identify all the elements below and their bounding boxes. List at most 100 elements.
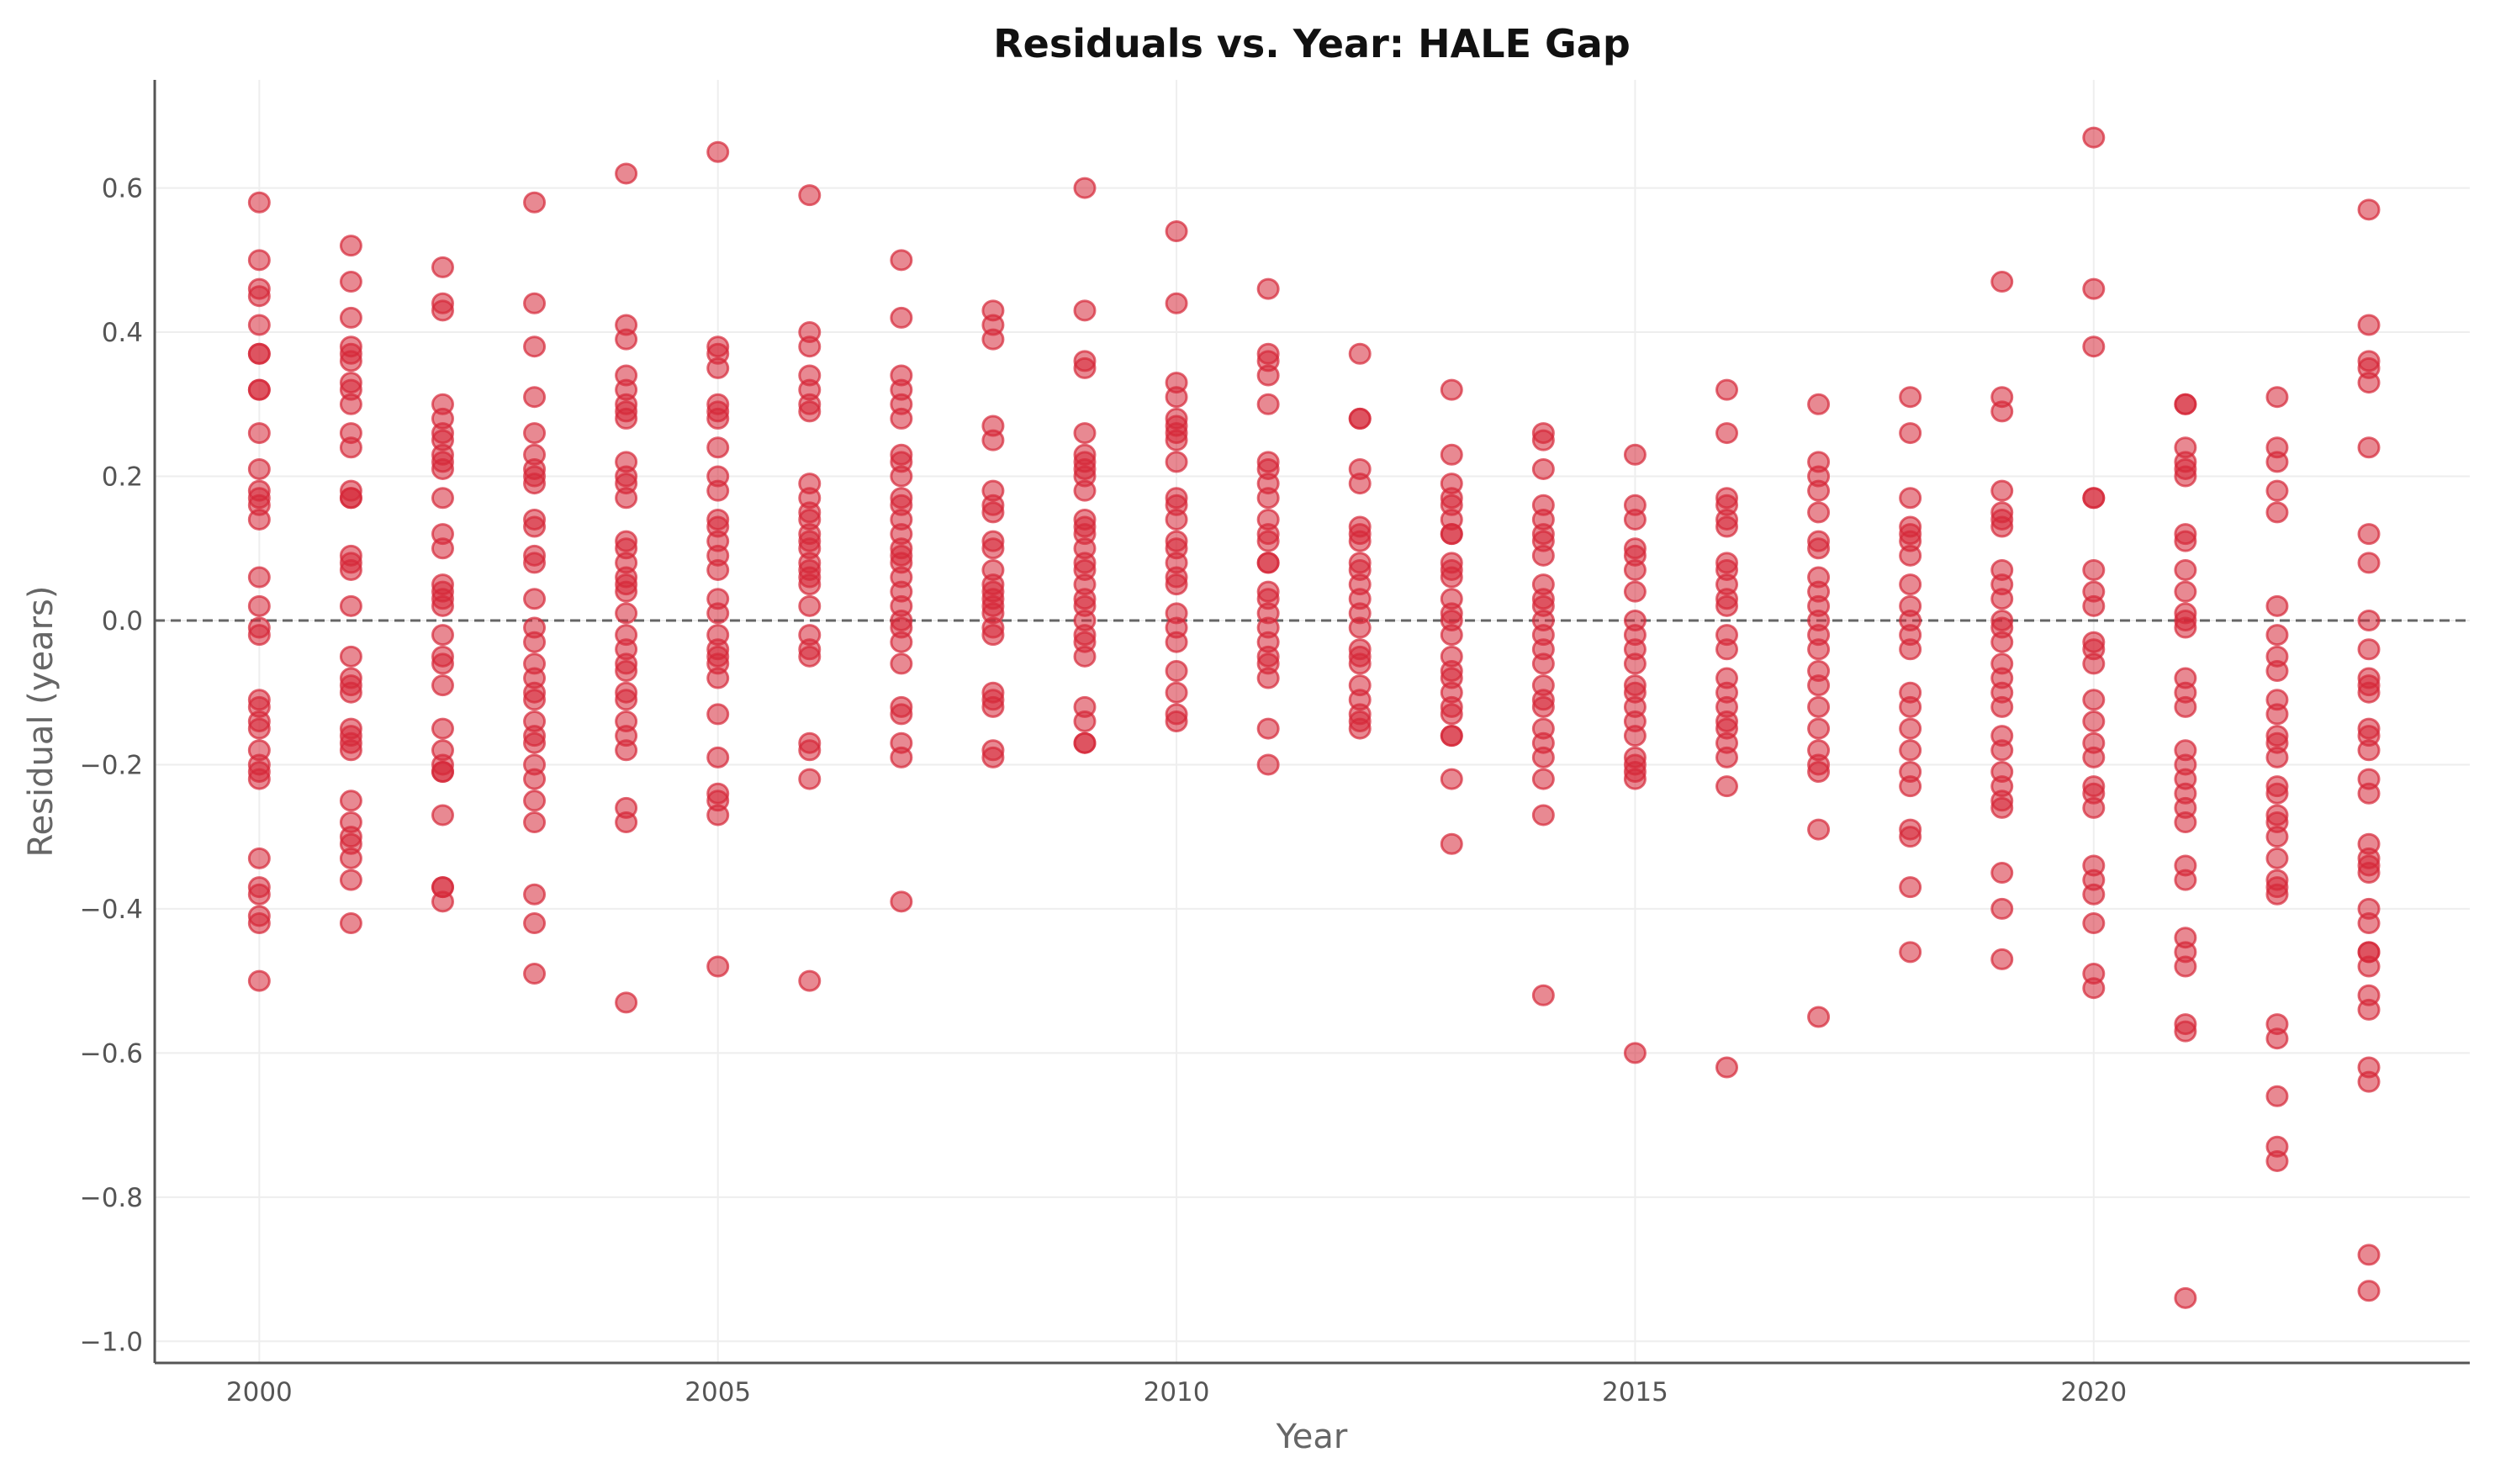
- data-point: [798, 573, 822, 596]
- data-point: [523, 515, 547, 538]
- data-point: [1165, 681, 1188, 704]
- y-tick-label: −1.0: [80, 1327, 143, 1357]
- data-point: [1531, 804, 1555, 826]
- data-point: [2082, 710, 2106, 732]
- y-tick-label: 0.2: [102, 462, 143, 493]
- y-tick-labels: 0.6 0.4 0.2 0.0 −0.2 −0.4 −0.6 −0.8 −1.0: [80, 174, 143, 1358]
- x-tick-labels: 2000 2005 2010 2015 2020: [226, 1377, 2127, 1407]
- data-point: [523, 811, 547, 834]
- data-point: [706, 667, 730, 689]
- data-point: [1531, 984, 1555, 1006]
- data-point: [339, 436, 362, 459]
- data-point: [1440, 443, 1463, 466]
- data-point: [247, 285, 271, 308]
- data-point: [339, 235, 362, 257]
- data-point: [706, 407, 730, 430]
- data-point: [1165, 710, 1188, 732]
- data-point: [2082, 652, 2106, 675]
- data-point: [615, 991, 638, 1014]
- data-point: [1531, 695, 1555, 718]
- data-point: [2082, 126, 2106, 149]
- data-point: [1073, 177, 1097, 199]
- data-point: [247, 969, 271, 992]
- data-point: [1256, 487, 1280, 510]
- data-point: [1348, 473, 1372, 495]
- data-point: [1256, 364, 1280, 387]
- data-point: [798, 645, 822, 668]
- data-point: [890, 249, 913, 272]
- data-point: [1165, 386, 1188, 409]
- x-tick-label: 2000: [226, 1377, 293, 1407]
- data-point: [1440, 768, 1463, 790]
- data-point: [247, 457, 271, 480]
- data-point: [1256, 393, 1280, 415]
- data-point: [1715, 775, 1739, 798]
- y-tick-label: −0.2: [80, 750, 143, 780]
- data-point: [2082, 977, 2106, 1000]
- data-point: [1256, 667, 1280, 689]
- data-point: [1807, 1006, 1831, 1028]
- data-point: [339, 790, 362, 812]
- data-point: [247, 594, 271, 617]
- data-point: [890, 703, 913, 726]
- x-tick-label: 2015: [1602, 1377, 1668, 1407]
- data-point: [339, 681, 362, 704]
- data-point: [2357, 1070, 2381, 1093]
- data-point: [1256, 753, 1280, 776]
- data-point: [2082, 689, 2106, 711]
- data-point: [1073, 356, 1097, 379]
- data-point: [523, 552, 547, 574]
- data-point: [2082, 746, 2106, 768]
- data-point: [1165, 451, 1188, 473]
- data-point: [1899, 487, 1922, 510]
- data-point: [339, 645, 362, 668]
- data-point: [2357, 1280, 2381, 1302]
- data-point: [2265, 883, 2289, 906]
- data-point: [890, 407, 913, 430]
- data-point: [1348, 407, 1372, 430]
- data-point: [339, 350, 362, 372]
- data-point: [2265, 782, 2289, 805]
- data-point: [981, 537, 1005, 560]
- data-point: [706, 356, 730, 379]
- data-point: [523, 689, 547, 711]
- data-point: [1348, 530, 1372, 552]
- data-points: [247, 126, 2381, 1309]
- data-point: [2265, 826, 2289, 848]
- data-point: [523, 883, 547, 906]
- data-point: [431, 299, 454, 322]
- data-point: [1899, 739, 1922, 762]
- data-point: [431, 256, 454, 278]
- data-point: [247, 624, 271, 647]
- data-point: [523, 588, 547, 610]
- data-point: [2174, 695, 2197, 718]
- data-point: [339, 487, 362, 510]
- data-point: [523, 963, 547, 985]
- data-point: [1715, 594, 1739, 617]
- data-point: [2082, 912, 2106, 935]
- data-point: [2357, 314, 2381, 336]
- data-point: [1715, 746, 1739, 768]
- data-point: [2082, 487, 2106, 510]
- data-point: [523, 335, 547, 358]
- data-point: [2265, 1149, 2289, 1172]
- data-point: [2357, 862, 2381, 885]
- data-point: [523, 473, 547, 495]
- data-point: [247, 768, 271, 790]
- data-point: [1899, 695, 1922, 718]
- data-point: [247, 566, 271, 589]
- data-point: [1990, 588, 2014, 610]
- data-point: [2265, 479, 2289, 502]
- data-point: [1440, 523, 1463, 546]
- data-point: [431, 804, 454, 826]
- data-point: [798, 969, 822, 992]
- data-point: [2357, 638, 2381, 661]
- data-point: [1899, 876, 1922, 899]
- data-point: [1990, 948, 2014, 970]
- data-point: [2357, 552, 2381, 574]
- data-point: [1807, 393, 1831, 415]
- data-point: [247, 314, 271, 336]
- data-point: [339, 739, 362, 762]
- data-point: [1623, 580, 1647, 603]
- data-point: [2174, 465, 2197, 488]
